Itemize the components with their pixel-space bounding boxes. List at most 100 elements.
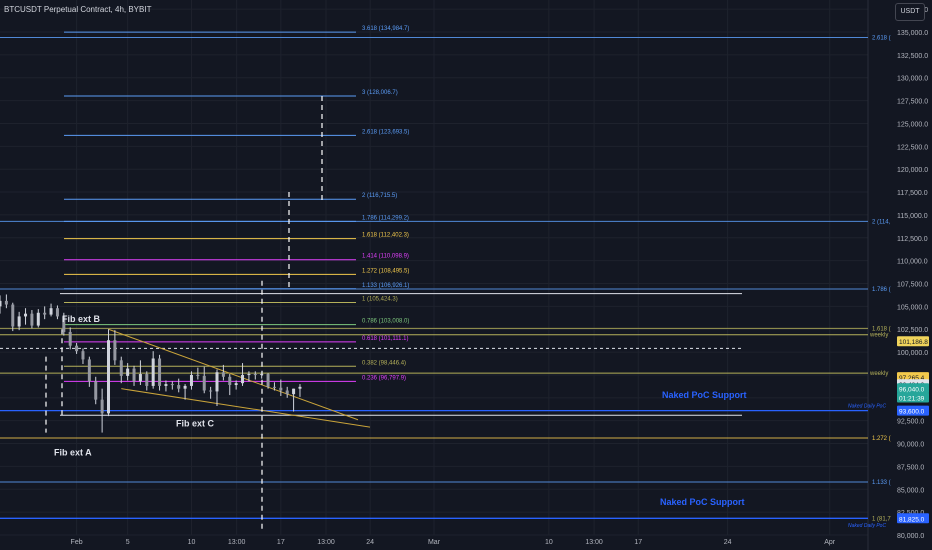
fib-ext2-label: 1.272 ( <box>872 436 891 442</box>
candle-body <box>36 312 40 326</box>
y-tick-label: 87,500.0 <box>897 464 924 471</box>
candle-body <box>272 386 276 388</box>
price-label-box <box>897 392 929 403</box>
candle-body <box>17 316 21 327</box>
candle-body <box>228 376 232 386</box>
fib-level-label: 1 (105,424.3) <box>362 296 398 302</box>
candle-body <box>49 308 53 315</box>
fib-level-label: 0.786 (103,008.0) <box>362 319 409 325</box>
candle-body <box>30 313 34 326</box>
x-axis: Feb 5 10 13:00 17 13:00 24 Mar 10 13:00 17 24 Apr <box>71 539 836 546</box>
fib-ext2-label: 1.786 ( <box>872 287 891 293</box>
candle-body <box>24 313 28 317</box>
price-label-text: 93,600.0 <box>899 409 925 416</box>
y-tick-label: 105,000.0 <box>897 304 928 311</box>
candle-body <box>260 374 264 376</box>
price-label-text: 97,265.4 <box>899 375 925 382</box>
y-tick-label: 85,000.0 <box>897 487 924 494</box>
y-tick-label: 107,500.0 <box>897 282 928 289</box>
candle-body <box>132 368 136 382</box>
weekly-label: weekly <box>869 371 888 377</box>
y-tick-label: 90,000.0 <box>897 442 924 449</box>
fib-level-label: 0.236 (96,797.9) <box>362 375 406 381</box>
candle-body <box>196 374 200 376</box>
candle-body <box>209 390 213 392</box>
candle-body <box>215 372 219 392</box>
candle-body <box>202 375 206 391</box>
fib-ext2-label: 2.618 ( <box>872 35 891 41</box>
x-tick-label: Apr <box>824 539 836 546</box>
candles <box>0 294 302 433</box>
wedge-upper-line <box>108 328 359 421</box>
fib-ext2-label: 1.133 ( <box>872 480 891 486</box>
candle-body <box>247 374 251 376</box>
y-tick-label: 127,500.0 <box>897 99 928 106</box>
fib-level-label: 1.786 (114,299.2) <box>362 215 409 221</box>
vertical-markers <box>45 96 323 531</box>
fib-level-label: 3.618 (134,984.7) <box>362 26 409 32</box>
candle-body <box>253 374 257 376</box>
candle-body <box>151 358 155 386</box>
fib-ext-a-label: Fib ext A <box>54 448 92 458</box>
fib-level-label: 0.382 (98,446.4) <box>362 360 406 366</box>
x-tick-label: 10 <box>545 539 553 546</box>
candle-body <box>126 368 130 376</box>
fib-extension-2 <box>0 36 868 520</box>
candle-body <box>100 399 104 414</box>
annotations: Fib ext B Fib ext C Fib ext A Naked PoC Sup… <box>54 314 888 529</box>
weekly-label: weekly <box>869 333 888 339</box>
fib-ext-c-label: Fib ext C <box>176 418 215 428</box>
y-tick-label: 80,000.0 <box>897 533 924 540</box>
candle-body <box>138 374 142 382</box>
candle-body <box>119 360 123 376</box>
fib-ext-b-label: Fib ext B <box>62 314 101 324</box>
candle-body <box>241 374 245 384</box>
y-tick-label: 125,000.0 <box>897 121 928 128</box>
x-tick-label: 13:00 <box>228 539 246 546</box>
candle-body <box>189 374 193 386</box>
x-tick-label: 24 <box>366 539 374 546</box>
y-tick-label: 122,500.0 <box>897 144 928 151</box>
y-tick-label: 117,500.0 <box>897 190 928 197</box>
fib-level-label: 2 (116,715.5) <box>362 193 397 199</box>
candle-body <box>298 386 302 389</box>
fib-level-label: 0.618 (101,111.1) <box>362 336 408 342</box>
candle-body <box>158 358 162 386</box>
fib-ext2-label: 1 (81,7 <box>872 517 891 523</box>
price-label-text: 101,186.8 <box>899 339 928 346</box>
y-tick-label: 132,500.0 <box>897 53 928 60</box>
candle-body <box>4 300 8 305</box>
price-label-box <box>897 513 929 524</box>
trend-lines <box>108 328 371 428</box>
y-tick-label: 100,000.0 <box>897 350 928 357</box>
candle-body <box>183 385 187 389</box>
fib-level-label: 3 (128,006.7) <box>362 90 398 96</box>
x-tick-label: 17 <box>634 539 642 546</box>
x-tick-label: 10 <box>188 539 196 546</box>
candle-body <box>94 381 98 400</box>
y-tick-label: 112,500.0 <box>897 236 928 243</box>
naked-daily-poc-label: Naked Daily PoC <box>848 523 886 529</box>
naked-daily-poc-label: Naked Daily PoC <box>848 404 886 410</box>
candle-body <box>221 372 225 377</box>
price-label-text: 96,040.0 <box>899 386 925 393</box>
candle-body <box>177 385 181 389</box>
y-tick-label: 92,500.0 <box>897 419 924 426</box>
candle-body <box>0 300 2 307</box>
candle-body <box>11 304 15 327</box>
wedge-lower-line <box>121 388 371 428</box>
y-tick-label: 130,000.0 <box>897 76 928 83</box>
x-tick-label: 13:00 <box>585 539 603 546</box>
fib-level-label: 1.133 (106,926.1) <box>362 283 409 289</box>
price-label-box <box>897 336 929 347</box>
fib-level-label: 1.272 (108,495.5) <box>362 268 409 274</box>
candle-body <box>75 345 79 352</box>
y-tick-label: 115,000.0 <box>897 213 928 220</box>
currency-button[interactable]: USDT <box>895 3 925 21</box>
candle-body <box>81 351 85 360</box>
fib-ext2-label: 1.618 ( <box>872 326 891 332</box>
y-axis: 80,000.082,500.085,000.087,500.090,000.0… <box>867 0 928 550</box>
naked-poc-support-label: Naked PoC Support <box>662 390 747 400</box>
